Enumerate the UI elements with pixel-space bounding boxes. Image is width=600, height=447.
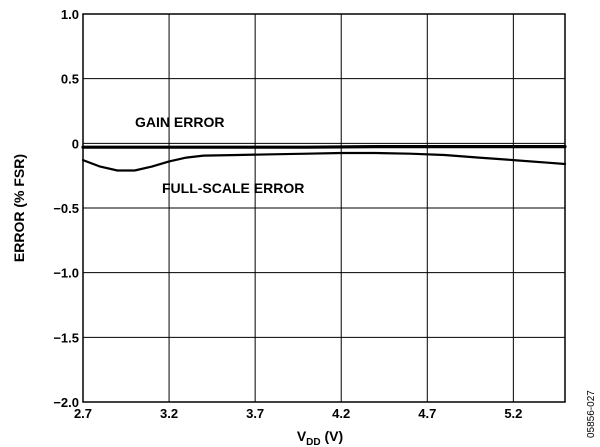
y-tick-label: −1.0 — [53, 266, 79, 281]
series-line-gain-error — [81, 145, 567, 149]
x-tick-label: 3.7 — [246, 406, 264, 421]
y-tick-label: 1.0 — [61, 7, 79, 22]
x-tick-label: 2.7 — [74, 406, 92, 421]
y-tick-label: −0.5 — [53, 201, 79, 216]
x-tick-label: 4.2 — [332, 406, 350, 421]
x-tick-label: 5.2 — [504, 406, 522, 421]
series-layer — [81, 145, 567, 172]
y-axis-label: ERROR (% FSR) — [11, 154, 27, 262]
annotation-gain-error: GAIN ERROR — [135, 114, 224, 130]
annotation-full-scale-error: FULL-SCALE ERROR — [162, 180, 304, 196]
x-axis-label: VDD (V) — [297, 428, 343, 447]
y-tick-label: 0.5 — [61, 72, 79, 87]
grid — [83, 14, 565, 402]
x-tick-label: 3.2 — [160, 406, 178, 421]
x-axis-label-unit: (V) — [321, 428, 344, 444]
y-tick-labels: 1.0 0.5 0 −0.5 −1.0 −1.5 −2.0 — [53, 7, 79, 410]
x-tick-label: 4.7 — [418, 406, 436, 421]
plot-frame — [82, 13, 566, 403]
x-tick-labels: 2.7 3.2 3.7 4.2 4.7 5.2 — [74, 406, 522, 421]
x-axis-label-sub: DD — [306, 437, 320, 447]
x-axis-label-main: V — [297, 428, 307, 444]
figure-id: 05856-027 — [586, 390, 597, 438]
y-tick-label: −1.5 — [53, 330, 79, 345]
series-line-full-scale-error — [81, 151, 567, 172]
y-tick-label: 0 — [72, 136, 79, 151]
y-tick-label: −2.0 — [53, 395, 79, 410]
